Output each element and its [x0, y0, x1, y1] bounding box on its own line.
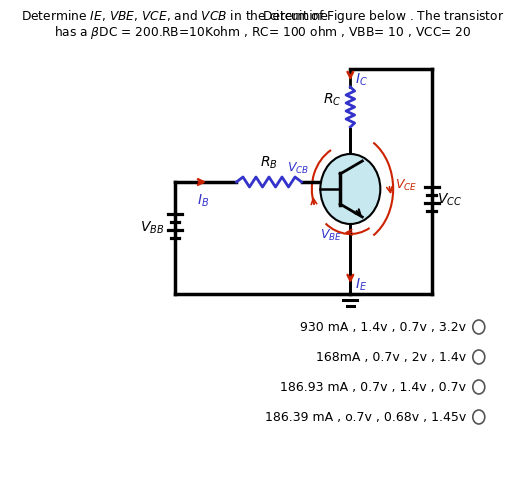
Text: $V_{CE}$: $V_{CE}$ [395, 177, 417, 192]
Text: $R_B$: $R_B$ [260, 154, 278, 171]
Text: $I_E$: $I_E$ [355, 276, 367, 293]
Text: $I_C$: $I_C$ [355, 72, 368, 88]
Text: $I_B$: $I_B$ [197, 193, 209, 209]
Text: 930 mA , 1.4v , 0.7v , 3.2v: 930 mA , 1.4v , 0.7v , 3.2v [300, 321, 466, 334]
Circle shape [320, 155, 380, 224]
Text: $V_{CC}$: $V_{CC}$ [437, 191, 462, 208]
Text: $V_{BB}$: $V_{BB}$ [140, 219, 165, 236]
Text: 168mA , 0.7v , 2v , 1.4v: 168mA , 0.7v , 2v , 1.4v [316, 351, 466, 364]
Text: Determine $IE$, $VBE$, $VCE$, and $VCB$ in the circuit of Figure below . The tra: Determine $IE$, $VBE$, $VCE$, and $VCB$ … [22, 8, 504, 25]
Text: $V_{CB}$: $V_{CB}$ [287, 160, 309, 175]
Text: 186.39 mA , o.7v , 0.68v , 1.45v: 186.39 mA , o.7v , 0.68v , 1.45v [265, 411, 466, 424]
Text: has a $\beta$DC = 200.RB=10Kohm , RC= 100 ohm , VBB= 10 , VCC= 20: has a $\beta$DC = 200.RB=10Kohm , RC= 10… [54, 24, 472, 41]
Text: $R_C$: $R_C$ [323, 92, 342, 108]
Text: $V_{BE}$: $V_{BE}$ [320, 227, 342, 243]
Text: Determine: Determine [263, 10, 332, 23]
Text: 186.93 mA , 0.7v , 1.4v , 0.7v: 186.93 mA , 0.7v , 1.4v , 0.7v [280, 381, 466, 394]
